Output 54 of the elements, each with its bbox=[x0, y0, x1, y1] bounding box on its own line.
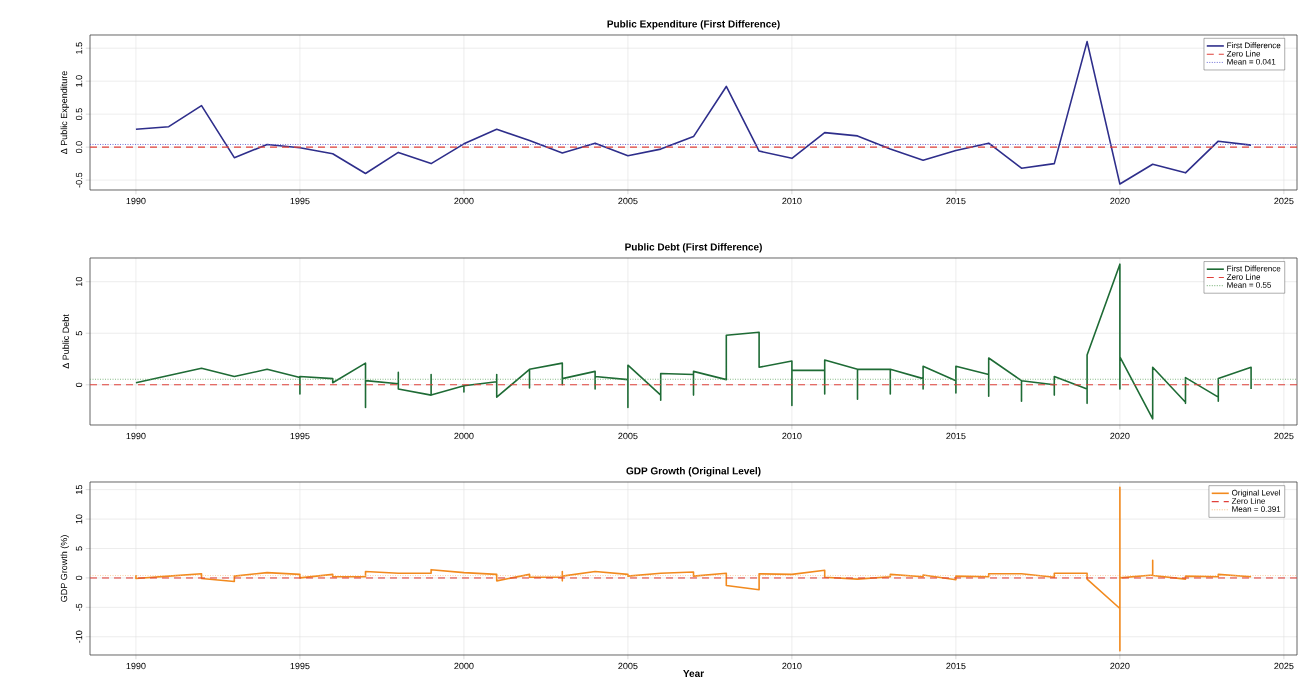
legend-label: Mean = 0.041 bbox=[1227, 58, 1276, 65]
x-tick-label: 2025 bbox=[1274, 662, 1294, 670]
y-tick-label: 0 bbox=[75, 382, 83, 387]
y-tick-label: 0 bbox=[75, 575, 83, 581]
y-tick-label: 0.0 bbox=[75, 141, 83, 154]
legend-label: Zero Line bbox=[1226, 50, 1261, 57]
legend-label: First Difference bbox=[1227, 42, 1281, 49]
legend-label: Zero Line bbox=[1231, 497, 1266, 504]
legend-label: First Difference bbox=[1227, 265, 1281, 272]
x-tick-label: 2020 bbox=[1110, 197, 1130, 205]
y-axis-title: GDP Growth (%) bbox=[60, 535, 69, 602]
x-axis-title: Year bbox=[683, 670, 704, 677]
y-tick-label: 10 bbox=[75, 277, 83, 287]
x-tick-label: 2000 bbox=[454, 197, 474, 205]
x-tick-label: 2020 bbox=[1110, 432, 1130, 440]
legend-label: Zero Line bbox=[1226, 273, 1261, 280]
x-tick-label: 1995 bbox=[290, 432, 310, 440]
x-tick-label: 2025 bbox=[1274, 432, 1294, 440]
x-tick-label: 2010 bbox=[782, 662, 802, 670]
legend-label: Original Level bbox=[1231, 489, 1280, 498]
x-tick-label: 2015 bbox=[946, 197, 966, 205]
x-tick-label: 1995 bbox=[290, 662, 310, 670]
x-tick-label: 2020 bbox=[1110, 662, 1130, 670]
y-tick-label: -5 bbox=[75, 603, 83, 611]
y-tick-label: 0.5 bbox=[75, 108, 83, 121]
x-tick-label: 2000 bbox=[454, 432, 474, 440]
y-tick-label: 1.5 bbox=[75, 42, 83, 54]
x-tick-label: 1990 bbox=[126, 662, 146, 670]
x-tick-label: 2005 bbox=[618, 432, 638, 440]
x-tick-label: 2000 bbox=[454, 662, 474, 670]
x-tick-label: 2005 bbox=[618, 662, 638, 670]
x-tick-label: 1990 bbox=[126, 432, 146, 440]
x-tick-label: 2025 bbox=[1274, 197, 1294, 205]
x-tick-label: 2010 bbox=[782, 432, 802, 440]
y-tick-label: -10 bbox=[75, 630, 83, 643]
x-tick-label: 2015 bbox=[946, 662, 966, 670]
y-tick-label: 15 bbox=[75, 485, 83, 494]
chart-title: GDP Growth (Original Level) bbox=[626, 467, 761, 477]
y-axis-title: Δ Public Expenditure bbox=[60, 71, 69, 155]
chart-title: Public Debt (First Difference) bbox=[625, 243, 762, 253]
y-tick-label: 5 bbox=[75, 546, 83, 551]
x-tick-label: 2010 bbox=[782, 197, 802, 205]
y-tick-label: 1.0 bbox=[75, 75, 83, 87]
legend-label: Mean = 0.55 bbox=[1227, 282, 1271, 288]
y-tick-label: 10 bbox=[75, 514, 83, 524]
y-tick-label: -0.5 bbox=[75, 172, 83, 188]
x-tick-label: 2005 bbox=[618, 197, 638, 205]
x-tick-label: 1995 bbox=[290, 197, 310, 205]
chart-title: Public Expenditure (First Difference) bbox=[607, 20, 780, 30]
y-axis-title: Δ Public Debt bbox=[62, 314, 69, 369]
x-tick-label: 1990 bbox=[126, 197, 146, 205]
y-tick-label: 5 bbox=[75, 331, 83, 336]
x-tick-label: 2015 bbox=[946, 432, 966, 440]
legend-label: Mean = 0.391 bbox=[1232, 506, 1281, 512]
